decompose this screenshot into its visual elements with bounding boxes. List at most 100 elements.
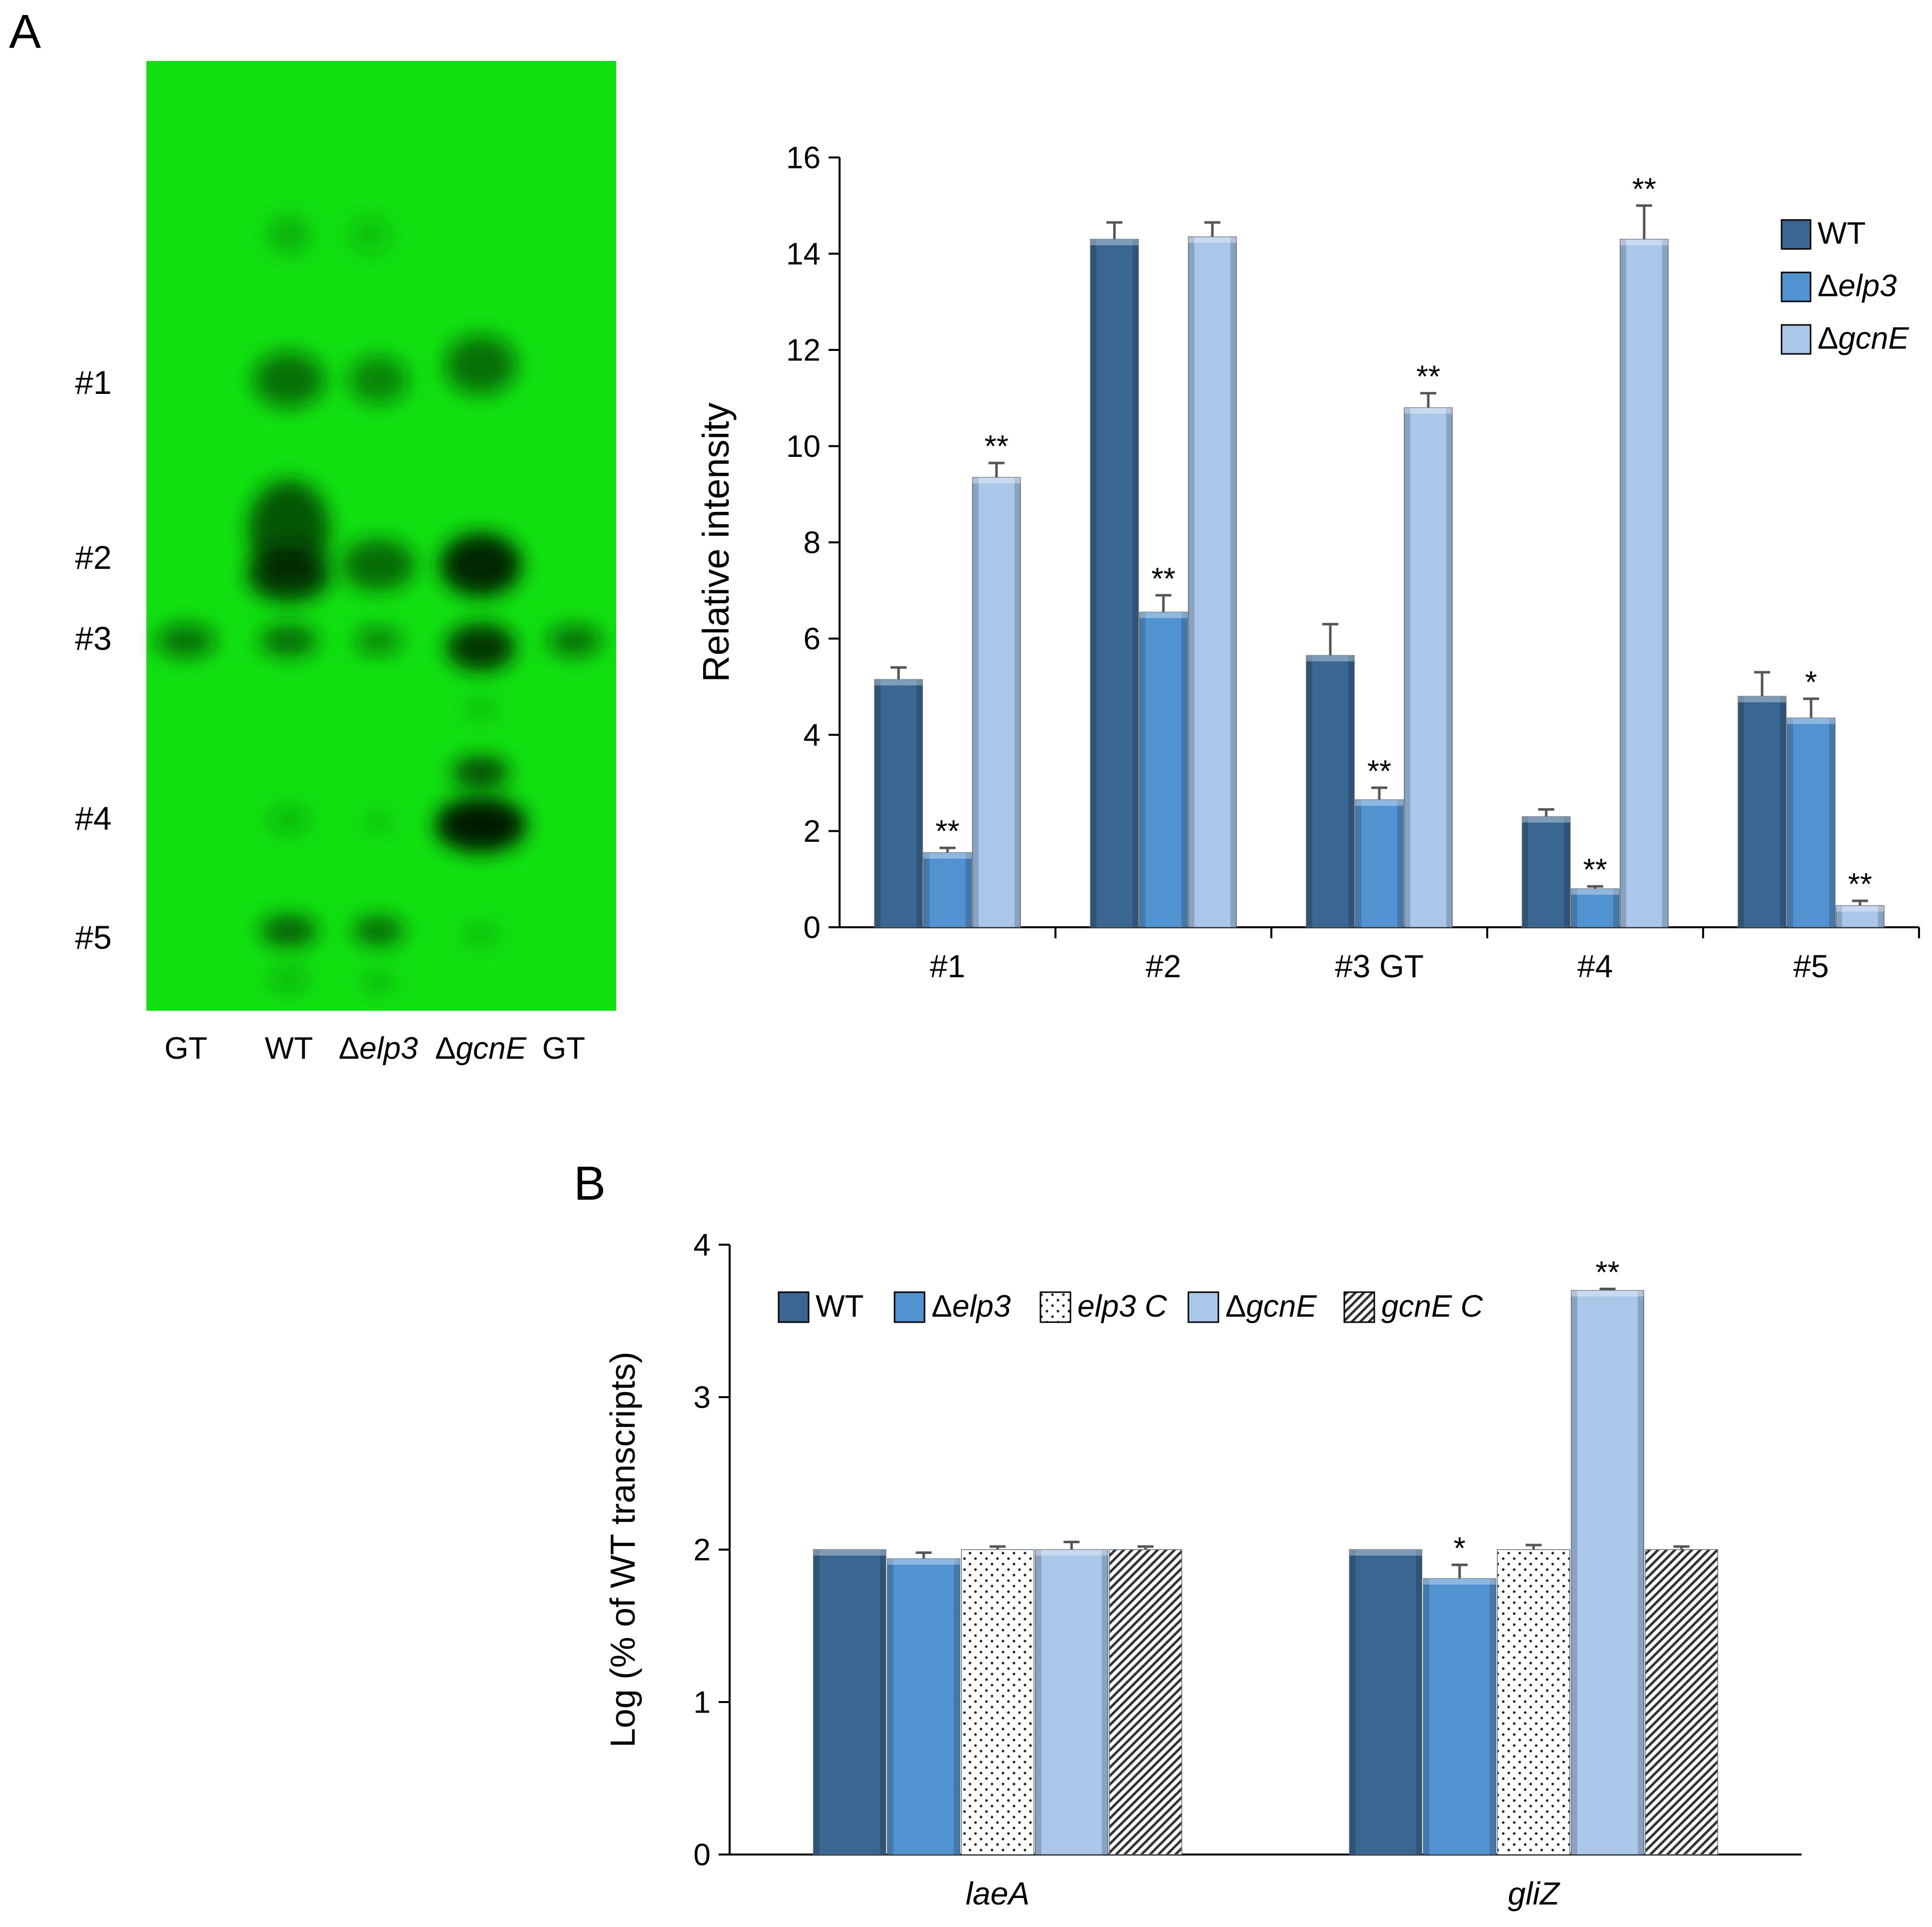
legend-label: Δelp3	[932, 1289, 1011, 1324]
bar-bevel	[1139, 612, 1145, 927]
bar-bevel	[1349, 1550, 1422, 1556]
bar-bevel	[1404, 407, 1410, 927]
bar-bevel	[1306, 655, 1312, 927]
bar-bevel	[1571, 1290, 1578, 1855]
legend-swatch	[1343, 1291, 1375, 1323]
bar	[1355, 799, 1404, 928]
tlc-plate-background	[146, 61, 616, 1011]
bar	[1404, 407, 1453, 928]
bar-bevel	[972, 477, 1020, 484]
bar-bevel	[1490, 1578, 1496, 1855]
significance-label: **	[984, 429, 1008, 464]
bar-bevel	[875, 679, 923, 686]
bar-bevel	[972, 477, 978, 927]
bar	[972, 477, 1021, 928]
bar-bevel	[1349, 1550, 1356, 1855]
significance-label: **	[1151, 562, 1175, 596]
y-tick-label: 12	[786, 333, 821, 368]
y-tick-label: 14	[786, 237, 821, 271]
bar-bevel	[966, 852, 971, 927]
bar	[1620, 238, 1669, 928]
y-tick-label: 8	[804, 526, 821, 560]
bar-bevel	[1620, 239, 1668, 245]
legend-swatch	[1781, 219, 1812, 250]
x-tick-label: #5	[1793, 948, 1829, 984]
bar-bevel	[1035, 1550, 1108, 1556]
x-tick-label: #2	[1145, 948, 1181, 984]
bar-bevel	[1306, 655, 1354, 662]
significance-label: *	[1805, 665, 1817, 700]
significance-label: **	[1416, 360, 1440, 394]
panel-b-label: B	[574, 1157, 606, 1210]
significance-label: **	[1596, 1255, 1620, 1290]
y-axis-title: Log (% of WT transcripts)	[603, 1352, 642, 1748]
bar	[1497, 1549, 1570, 1855]
legend-label: WT	[1818, 216, 1866, 251]
bar-bevel	[954, 1559, 960, 1855]
significance-label: **	[1583, 853, 1607, 887]
bar-bevel	[924, 852, 971, 859]
bar-bevel	[1638, 1290, 1644, 1855]
x-tick-label: #4	[1577, 948, 1613, 984]
bar-bevel	[1738, 696, 1786, 702]
tlc-spot	[354, 627, 402, 655]
bar-bevel	[1423, 1578, 1496, 1585]
bar-bevel	[1787, 718, 1835, 724]
tlc-spot	[452, 756, 510, 788]
significance-label: **	[936, 814, 960, 849]
y-tick-label: 4	[694, 1228, 711, 1263]
tlc-spot	[446, 623, 516, 671]
bar	[1349, 1549, 1422, 1855]
bar-bevel	[1132, 239, 1138, 927]
tlc-spot	[547, 625, 602, 657]
bar	[961, 1549, 1034, 1855]
bar	[1306, 655, 1355, 928]
y-tick-label: 0	[804, 911, 821, 945]
y-axis-title: Relative intensity	[695, 402, 737, 682]
bar-bevel	[1188, 236, 1236, 243]
tlc-spot	[348, 356, 408, 404]
bar	[1423, 1578, 1496, 1855]
tlc-spot-label-1: #1	[75, 364, 111, 401]
tlc-spot	[463, 699, 499, 721]
bar-bevel	[1836, 905, 1884, 912]
tlc-plate-image	[146, 61, 616, 1011]
bar-bevel	[813, 1550, 886, 1556]
bar	[1571, 1290, 1644, 1855]
bar-bevel	[1878, 905, 1884, 927]
tlc-spot	[361, 972, 395, 992]
bar-bevel	[1571, 1290, 1644, 1297]
legend-label: ΔgcnE	[1818, 321, 1909, 356]
bar-bevel	[1035, 1550, 1041, 1855]
bar-bevel	[1571, 889, 1577, 927]
y-tick-label: 10	[786, 429, 821, 464]
bar	[887, 1558, 961, 1855]
tlc-lane-label-4: ΔgcnE	[435, 1031, 527, 1066]
bar-bevel	[1090, 239, 1138, 245]
bar-bevel	[1738, 696, 1744, 927]
bar-bevel	[887, 1559, 960, 1565]
significance-label: **	[1848, 867, 1872, 902]
bar-bevel	[917, 679, 923, 927]
tlc-spot	[350, 217, 390, 253]
bar-bevel	[1181, 612, 1187, 927]
legend-swatch	[1039, 1291, 1071, 1323]
bar-bevel	[1090, 239, 1096, 927]
x-tick-label: #1	[930, 948, 965, 984]
tlc-spot	[440, 533, 522, 597]
bar	[923, 852, 972, 928]
tlc-lane-label-1: GT	[164, 1031, 207, 1066]
tlc-spot	[247, 547, 331, 602]
panel-a-label: A	[9, 5, 41, 58]
bar-bevel	[1416, 1550, 1422, 1855]
bar-bevel	[813, 1550, 820, 1855]
bar	[1522, 816, 1571, 928]
x-tick-label: #3 GT	[1335, 948, 1424, 984]
tlc-spots	[156, 215, 602, 992]
legend-swatch	[1781, 271, 1812, 302]
y-tick-label: 6	[804, 622, 821, 656]
legend-swatch	[894, 1291, 926, 1323]
bar-bevel	[1101, 1550, 1108, 1855]
